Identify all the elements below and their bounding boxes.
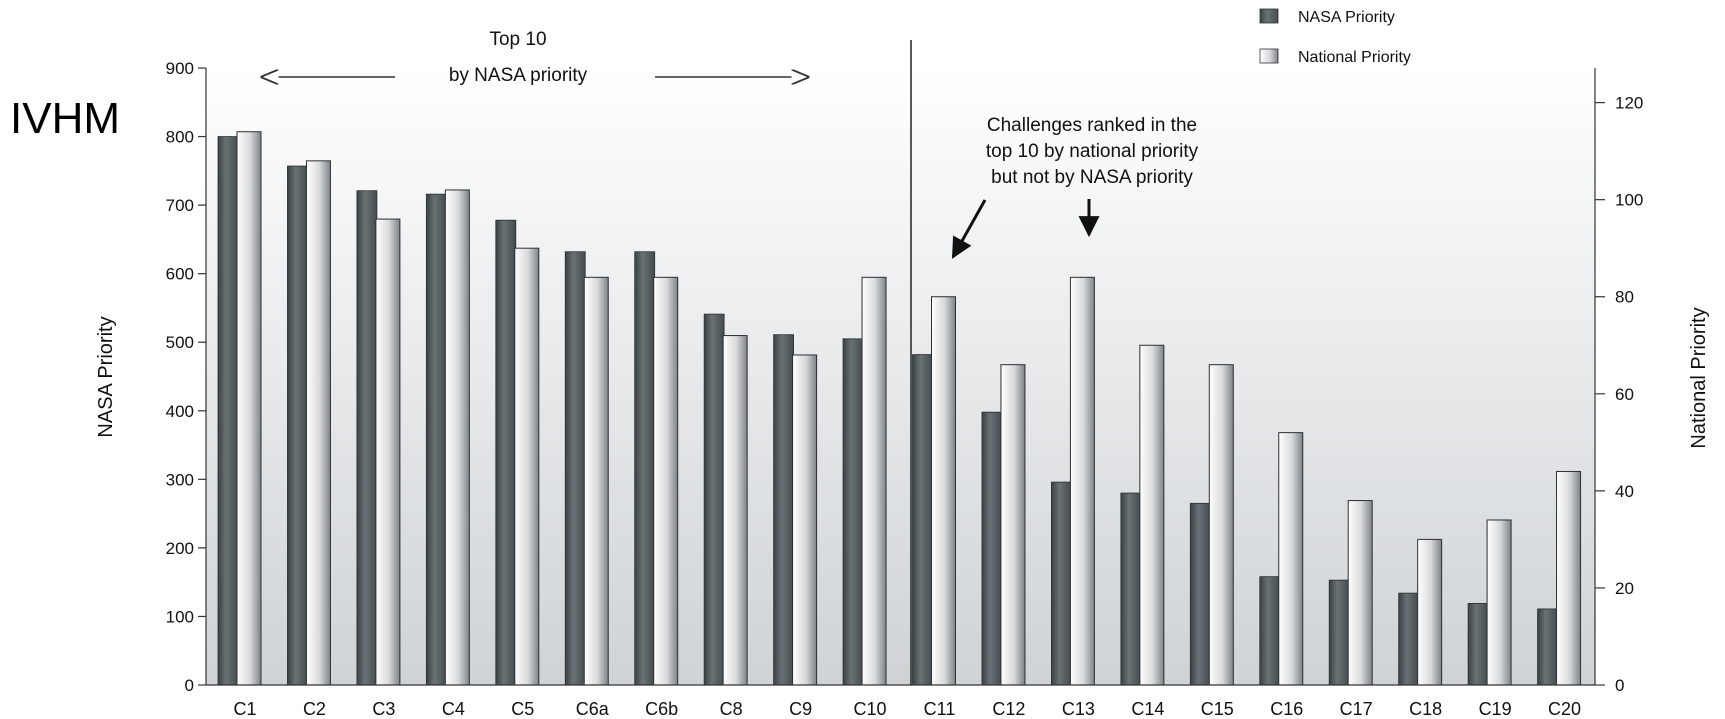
category-labels-layer: C1 C2 C3 C4 C5 C6a C6b C8 C9 C10 C11 C12 C13 C14 C15 C1… (233, 699, 1581, 719)
bar-national-c6a (583, 276, 609, 686)
bar-nasa-c5 (495, 219, 517, 686)
y-tick-label-right: 60 (1615, 385, 1634, 404)
bar-national-c20 (1556, 470, 1582, 686)
bar-national-c18 (1417, 538, 1443, 686)
y-tick-label-left: 200 (166, 539, 194, 558)
y-tick-label-right: 40 (1615, 482, 1634, 501)
bar-nasa-c4 (425, 193, 447, 686)
bar-nasa-c9 (773, 334, 794, 686)
bar-national-c16 (1278, 432, 1304, 686)
bar-national-c9 (792, 354, 818, 686)
bar-nasa-c2 (287, 165, 308, 686)
bar-nasa-c17 (1328, 579, 1350, 686)
challenges-note-line1: Challenges ranked in the (987, 115, 1197, 136)
bar-nasa-c6b (634, 251, 656, 686)
y-tick-label-left: 400 (166, 402, 194, 421)
challenges-note-line3: but not by NASA priority (991, 167, 1193, 188)
legend-swatch-nasa (1259, 8, 1279, 24)
top10-label-line2: by NASA priority (449, 65, 588, 86)
y-tick-label-left: 100 (166, 607, 194, 626)
bar-national-c13 (1069, 276, 1095, 686)
x-tick-label: C5 (511, 699, 534, 719)
bar-nasa-c20 (1537, 608, 1558, 686)
bar-national-c15 (1208, 364, 1234, 686)
x-tick-label: C1 (233, 699, 256, 719)
bar-nasa-c8 (703, 313, 725, 686)
bar-nasa-c6a (564, 251, 586, 686)
bar-nasa-c1 (217, 136, 239, 686)
bar-nasa-c10 (842, 338, 864, 686)
legend-label-nasa: NASA Priority (1298, 9, 1395, 26)
bar-national-c1 (236, 131, 262, 686)
bar-national-c3 (375, 218, 401, 686)
y-tick-label-left: 900 (166, 59, 194, 78)
bar-national-c6b (653, 276, 679, 686)
bar-nasa-c11 (912, 354, 933, 686)
bar-national-c10 (861, 276, 887, 686)
x-tick-label: C4 (442, 699, 465, 719)
y-tick-label-left: 600 (166, 265, 194, 284)
x-tick-label: C19 (1479, 699, 1512, 719)
x-tick-label: C14 (1131, 699, 1164, 719)
x-tick-label: C16 (1270, 699, 1303, 719)
ivhm-label: IVHM (10, 94, 120, 143)
bar-nasa-c19 (1467, 603, 1489, 686)
y-tick-label-right: 120 (1615, 94, 1643, 113)
bar-national-c8 (722, 335, 748, 686)
y-tick-label-right: 20 (1615, 579, 1634, 598)
x-tick-label: C18 (1409, 699, 1442, 719)
x-tick-label: C3 (372, 699, 395, 719)
x-tick-label: C13 (1062, 699, 1095, 719)
x-tick-label: C17 (1340, 699, 1373, 719)
left-ticks-layer: 0 100 200 300 400 500 600 700 800 900 (166, 59, 206, 695)
bar-national-c2 (305, 160, 331, 686)
x-tick-label: C6a (576, 699, 610, 719)
x-tick-label: C20 (1548, 699, 1581, 719)
bar-nasa-c15 (1189, 502, 1211, 686)
x-tick-label: C2 (303, 699, 326, 719)
legend-label-national: National Priority (1298, 49, 1411, 66)
x-tick-label: C11 (924, 699, 956, 719)
y-tick-label-right: 80 (1615, 288, 1634, 307)
x-tick-label: C6b (645, 699, 678, 719)
x-tick-label: C15 (1201, 699, 1234, 719)
bars-layer (217, 131, 1582, 686)
bar-national-c19 (1486, 519, 1512, 686)
bar-national-c5 (514, 247, 540, 686)
y-tick-label-left: 300 (166, 470, 194, 489)
bar-national-c4 (444, 189, 470, 686)
x-tick-label: C10 (854, 699, 887, 719)
bar-national-c12 (1000, 364, 1026, 686)
bar-national-c11 (931, 296, 956, 686)
challenges-arrow-c11 (951, 199, 987, 259)
plot-background (206, 68, 1595, 685)
challenges-note-line2: top 10 by national priority (986, 141, 1199, 162)
y-tick-label-left: 0 (185, 676, 194, 695)
right-ticks-layer: 0 20 40 60 80 100 120 (1595, 94, 1643, 695)
y-axis-title-left: NASA Priority (95, 316, 117, 437)
y-tick-label-right: 0 (1615, 676, 1624, 695)
legend-swatch-national (1259, 48, 1279, 64)
bar-nasa-c16 (1259, 576, 1281, 686)
bar-national-c17 (1347, 500, 1373, 686)
y-tick-label-left: 700 (166, 196, 194, 215)
y-tick-label-left: 500 (166, 333, 194, 352)
x-tick-label: C9 (789, 699, 812, 719)
y-axis-title-right: National Priority (1688, 307, 1710, 448)
x-tick-label: C12 (992, 699, 1025, 719)
bar-nasa-c13 (1051, 481, 1072, 686)
x-tick-label: C8 (720, 699, 743, 719)
bar-nasa-c3 (356, 190, 378, 686)
bar-nasa-c18 (1398, 592, 1420, 686)
y-tick-label-left: 800 (166, 128, 194, 147)
bar-nasa-c14 (1120, 492, 1142, 686)
top10-label-line1: Top 10 (489, 29, 546, 50)
y-tick-label-right: 100 (1615, 191, 1643, 210)
bar-national-c14 (1139, 344, 1165, 686)
bar-nasa-c12 (981, 411, 1003, 686)
